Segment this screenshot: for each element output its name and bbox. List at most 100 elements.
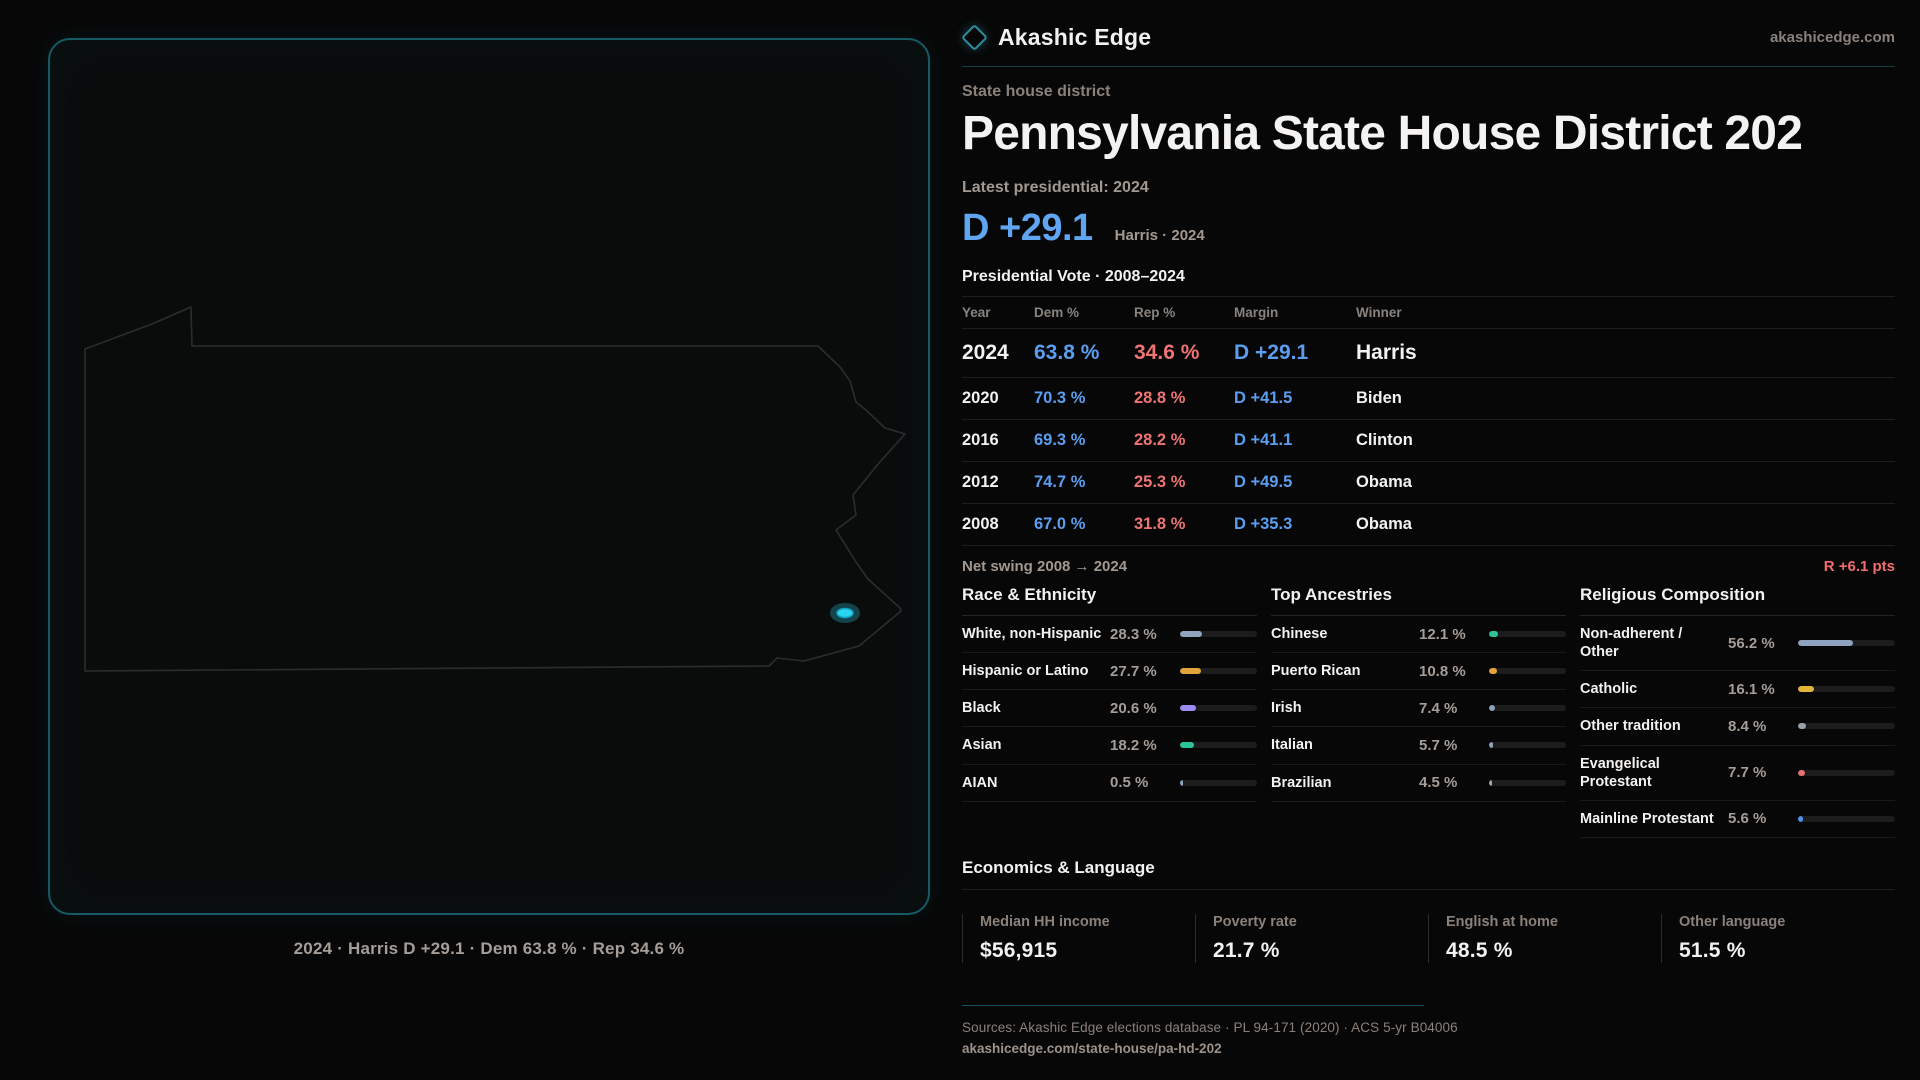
pennsylvania-outline	[84, 306, 906, 672]
headline-margin-block: D +29.1 Harris · 2024	[962, 207, 1895, 250]
presidential-vote-table: Year Dem % Rep % Margin Winner 2024 63.8…	[962, 296, 1895, 545]
report-panel: Akashic Edge akashicedge.com State house…	[961, 24, 1895, 1058]
item-value: 5.7 %	[1419, 736, 1458, 754]
stats-row: Median HH income $56,915 Poverty rate 21…	[962, 913, 1895, 963]
item-label: Catholic	[1580, 681, 1638, 698]
list-item: Puerto Rican 10.8 %	[1271, 653, 1566, 691]
col-year: Year	[962, 305, 991, 320]
district-marker[interactable]	[836, 607, 854, 619]
bar-fill	[1180, 779, 1183, 786]
cell-year: 2016	[962, 431, 999, 449]
table-row: 2024 63.8 % 34.6 % D +29.1 Harris	[962, 328, 1895, 377]
item-label: Non-adherent / Other	[1580, 626, 1683, 661]
bar-track	[1489, 779, 1566, 786]
bar-fill	[1180, 631, 1202, 638]
item-value: 27.7 %	[1110, 662, 1157, 680]
bar-track	[1489, 668, 1566, 675]
bar-track	[1180, 705, 1257, 712]
bar-fill	[1798, 723, 1807, 730]
bar-track	[1798, 769, 1895, 776]
item-label: Asian	[962, 737, 1002, 754]
bar-track	[1180, 742, 1257, 749]
source-link[interactable]: akashicedge.com/state-house/pa-hd-202	[962, 1040, 1222, 1056]
bar-track	[1180, 779, 1257, 786]
item-label: Black	[962, 700, 1001, 717]
list-item: Other tradition 8.4 %	[1580, 708, 1895, 746]
list-item: Irish 7.4 %	[1271, 690, 1566, 728]
headline-margin-value: D +29.1	[962, 207, 1093, 249]
bar-track	[1489, 742, 1566, 749]
item-value: 12.1 %	[1419, 625, 1466, 643]
religious-composition-section: Religious Composition Non-adherent / Oth…	[1580, 585, 1895, 838]
bar-track	[1180, 631, 1257, 638]
footer-divider	[962, 1004, 1424, 1006]
table-row: 2020 70.3 % 28.8 % D +41.5 Biden	[962, 377, 1895, 419]
cell-margin: D +35.3	[1234, 515, 1293, 533]
bar-track	[1798, 686, 1895, 693]
stat-other-language: Other language 51.5 %	[1661, 913, 1894, 963]
item-label: White, non-Hispanic	[962, 626, 1102, 642]
cell-winner: Clinton	[1356, 431, 1413, 449]
list-item: White, non-Hispanic 28.3 %	[962, 616, 1257, 654]
sources-text: Sources: Akashic Edge elections database…	[962, 1019, 1458, 1035]
section-title: Race & Ethnicity	[962, 585, 1257, 616]
list-item: Evangelical Protestant 7.7 %	[1580, 746, 1895, 801]
item-label: Irish	[1271, 700, 1302, 717]
section-title: Economics & Language	[962, 858, 1895, 890]
cell-rep: 31.8 %	[1134, 515, 1186, 533]
table-header-row: Year Dem % Rep % Margin Winner	[962, 296, 1895, 328]
bar-fill	[1489, 705, 1495, 712]
item-label: Puerto Rican	[1271, 663, 1361, 680]
bar-fill	[1798, 640, 1853, 647]
stat-label: Poverty rate	[1213, 913, 1297, 930]
cell-year: 2012	[962, 473, 999, 491]
top-ancestries-section: Top Ancestries Chinese 12.1 % Puerto Ric…	[1271, 585, 1566, 838]
economics-language-section: Economics & Language Median HH income $5…	[962, 858, 1895, 963]
bar-fill	[1489, 779, 1493, 786]
pennsylvania-map	[84, 306, 906, 672]
stat-poverty-rate: Poverty rate 21.7 %	[1195, 913, 1428, 963]
list-item: Hispanic or Latino 27.7 %	[962, 653, 1257, 691]
stat-value: 48.5 %	[1446, 938, 1513, 962]
item-value: 0.5 %	[1110, 774, 1149, 792]
stat-english-at-home: English at home 48.5 %	[1428, 913, 1661, 963]
bar-track	[1489, 705, 1566, 712]
cell-dem: 63.8 %	[1034, 341, 1100, 364]
bar-fill	[1798, 815, 1804, 822]
cell-winner: Obama	[1356, 515, 1412, 533]
item-value: 28.3 %	[1110, 625, 1157, 643]
table-row: 2008 67.0 % 31.8 % D +35.3 Obama	[962, 503, 1895, 545]
brand-domain-link[interactable]: akashicedge.com	[1769, 29, 1895, 46]
bar-fill	[1798, 769, 1806, 776]
col-dem: Dem %	[1034, 305, 1080, 320]
list-item: Catholic 16.1 %	[1580, 671, 1895, 709]
bar-fill	[1489, 668, 1498, 675]
map-section: 2024 · Harris D +29.1 · Dem 63.8 % · Rep…	[48, 38, 930, 959]
cell-margin: D +29.1	[1234, 341, 1309, 364]
headline-margin-context: Harris · 2024	[1114, 227, 1205, 244]
item-label: Other tradition	[1580, 718, 1681, 735]
cell-margin: D +41.5	[1234, 389, 1293, 407]
kicker-label: State house district	[962, 83, 1111, 100]
cell-rep: 28.2 %	[1134, 431, 1186, 449]
item-value: 10.8 %	[1419, 662, 1466, 680]
col-rep: Rep %	[1134, 305, 1176, 320]
cell-dem: 70.3 %	[1034, 389, 1086, 407]
vote-table-title: Presidential Vote · 2008–2024	[962, 268, 1185, 285]
item-value: 8.4 %	[1728, 717, 1767, 735]
bar-track	[1798, 815, 1895, 822]
list-item: Asian 18.2 %	[962, 727, 1257, 765]
bar-fill	[1489, 742, 1494, 749]
item-label: AIAN	[962, 774, 998, 791]
list-item: Mainline Protestant 5.6 %	[1580, 801, 1895, 838]
item-value: 20.6 %	[1110, 699, 1157, 717]
map-caption: 2024 · Harris D +29.1 · Dem 63.8 % · Rep…	[293, 939, 685, 958]
list-item: Non-adherent / Other 56.2 %	[1580, 616, 1895, 672]
bar-fill	[1798, 686, 1814, 693]
cell-year: 2024	[962, 341, 1009, 364]
item-value: 5.6 %	[1728, 810, 1767, 828]
bar-fill	[1180, 705, 1196, 712]
bar-fill	[1180, 668, 1202, 675]
list-item: Chinese 12.1 %	[1271, 616, 1566, 654]
latest-presidential-label: Latest presidential: 2024	[962, 179, 1149, 196]
